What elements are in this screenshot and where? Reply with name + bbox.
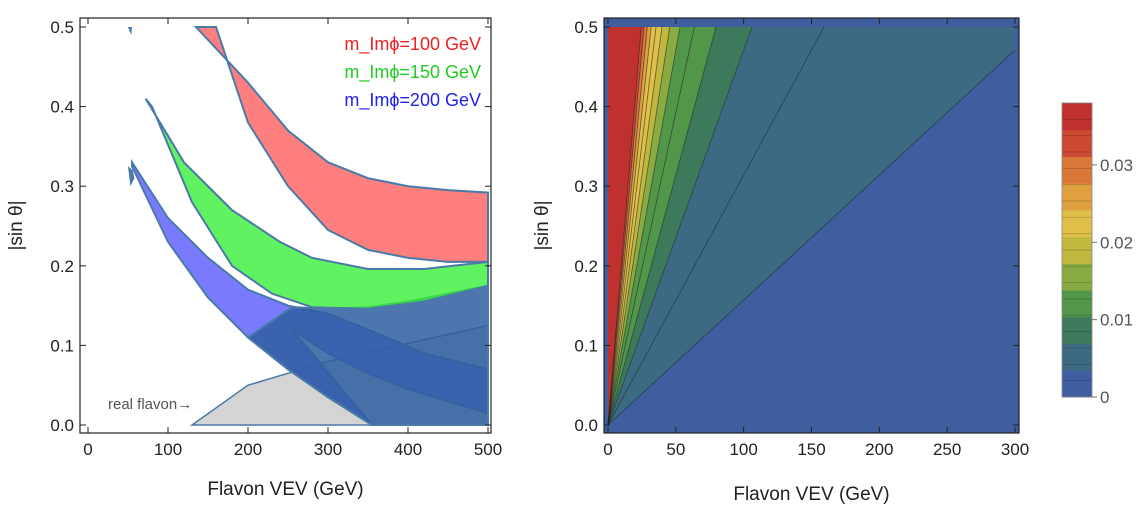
colorbar-swatch [1062, 290, 1092, 318]
left-y-tick-label: 0.1 [50, 336, 74, 355]
right-y-axis-label: |sin θ| [532, 200, 553, 250]
heatmap-band-top [608, 27, 632, 425]
right-y-tick-label: 0.4 [574, 98, 598, 117]
legend-entry-200-gev: m_Imϕ=200 GeV [344, 90, 481, 111]
left-x-tick-label: 400 [394, 440, 422, 459]
left-x-axis-label: Flavon VEV (GeV) [207, 479, 363, 500]
band-100-gev [193, 26, 489, 263]
contour-line [607, 26, 642, 426]
colorbar: 0 0.01 0.02 0.03 [1061, 102, 1133, 407]
heatmap-band [608, 27, 1015, 425]
legend-entry-100-gev: m_Imϕ=100 GeV [344, 34, 481, 55]
left-chart: 0 100 200 300 400 500 0.0 0.1 0.2 0.3 0.4 0.5 Flavo… [6, 17, 502, 500]
left-plot-frame [79, 17, 492, 434]
left-legend: m_Imϕ=100 GeV m_Imϕ=150 GeV m_Imϕ=200 GeV [344, 34, 481, 111]
left-x-tick-label: 200 [234, 440, 262, 459]
colorbar-swatch [1062, 316, 1092, 345]
contour-line [607, 26, 717, 426]
legend-entry-150-gev: m_Imϕ=150 GeV [344, 62, 481, 83]
right-x-tick-label: 200 [865, 440, 893, 459]
colorbar-swatch [1062, 370, 1092, 398]
contour-line [607, 26, 648, 426]
right-x-tick-label: 300 [1001, 440, 1029, 459]
left-x-tick-label: 500 [474, 440, 502, 459]
right-chart: 0 50 100 150 200 250 300 0.0 0.1 0.2 0.3 0.4 0.5 Fla… [532, 17, 1029, 505]
contour-line [607, 26, 657, 426]
right-x-tick-label: 50 [666, 440, 685, 459]
colorbar-swatch [1062, 263, 1092, 291]
fragment-top [128, 27, 132, 35]
contour-line [607, 26, 681, 426]
colorbar-swatch [1062, 183, 1092, 211]
left-x-tick-label: 100 [154, 440, 182, 459]
left-y-tick-label: 0.4 [50, 98, 74, 117]
right-y-tick-label: 0.3 [574, 177, 598, 196]
colorbar-swatch [1062, 209, 1092, 238]
colorbar-frame [1061, 102, 1093, 398]
contour-line [607, 26, 671, 426]
right-y-tick-label: 0.2 [574, 257, 598, 276]
real-flavon-annotation: real flavon→ [108, 396, 192, 413]
left-x-tick-label: 0 [83, 440, 92, 459]
right-x-tick-label: 150 [797, 440, 825, 459]
left-y-tick-label: 0.2 [50, 257, 74, 276]
contour-line [607, 26, 753, 426]
colorbar-swatch [1062, 103, 1092, 131]
colorbar-tick-label: 0.01 [1100, 311, 1133, 330]
colorbar-swatch [1062, 343, 1092, 371]
contour-line [607, 26, 652, 426]
right-x-tick-label: 250 [933, 440, 961, 459]
colorbar-tick-label: 0.03 [1100, 156, 1133, 175]
contour-line [607, 26, 825, 426]
contour-line [607, 49, 1016, 426]
right-y-tick-label: 0.0 [574, 416, 598, 435]
right-y-tick-label: 0.5 [574, 18, 598, 37]
left-y-tick-label: 0.3 [50, 177, 74, 196]
fragment-mid [128, 166, 135, 187]
left-y-axis-label: |sin θ| [6, 200, 27, 250]
contour-line [607, 26, 645, 426]
colorbar-tick-label: 0.02 [1100, 233, 1133, 252]
right-x-tick-label: 100 [729, 440, 757, 459]
contour-line [607, 26, 695, 426]
colorbar-swatch [1062, 129, 1092, 157]
colorbar-swatch [1062, 156, 1092, 184]
right-x-axis-label: Flavon VEV (GeV) [733, 484, 889, 505]
left-y-tick-label: 0.5 [50, 18, 74, 37]
right-x-tick-label: 0 [603, 440, 612, 459]
colorbar-tick-label: 0 [1100, 388, 1109, 407]
left-x-tick-label: 300 [314, 440, 342, 459]
colorbar-swatch [1062, 236, 1092, 264]
left-y-tick-label: 0.0 [50, 416, 74, 435]
right-y-tick-label: 0.1 [574, 336, 598, 355]
contour-line [607, 26, 663, 426]
